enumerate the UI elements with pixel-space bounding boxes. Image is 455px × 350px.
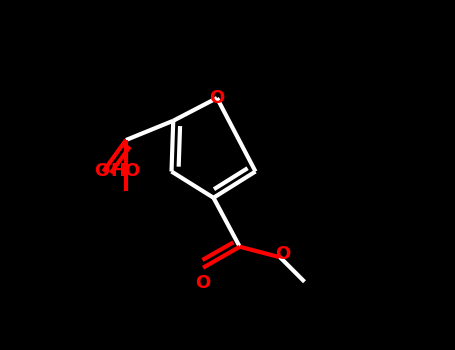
- Text: O: O: [94, 162, 109, 181]
- Text: O: O: [275, 245, 290, 263]
- Text: HO: HO: [111, 162, 141, 181]
- Text: O: O: [209, 89, 225, 107]
- Text: O: O: [195, 274, 211, 293]
